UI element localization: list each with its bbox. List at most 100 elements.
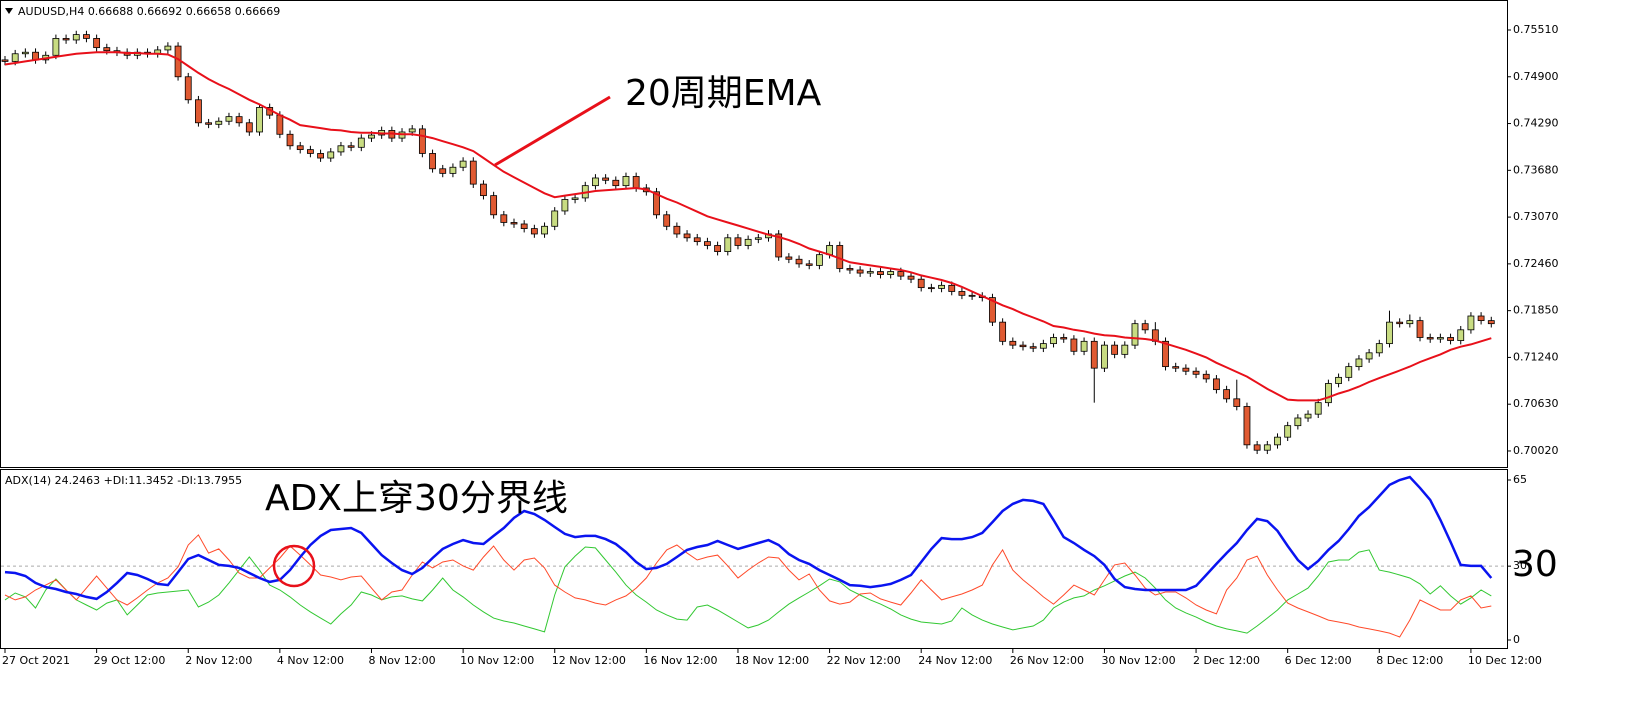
candle-body xyxy=(72,34,80,41)
candle-body xyxy=(195,99,202,124)
candle-body xyxy=(530,228,538,235)
candle-body xyxy=(754,237,762,240)
candle-body xyxy=(1457,329,1465,341)
candle-body xyxy=(1060,337,1068,340)
candles xyxy=(1,30,1495,455)
candle-body xyxy=(368,134,375,139)
candle-body xyxy=(1131,323,1139,346)
adx-annotation: ADX上穿30分界线 xyxy=(265,478,568,519)
candle-body xyxy=(1477,315,1485,322)
candle-body xyxy=(1406,320,1414,325)
ema-line xyxy=(4,51,1492,402)
candle-body xyxy=(785,256,793,260)
y-tick-label: 30 xyxy=(1513,559,1527,572)
candle-body xyxy=(1192,370,1200,375)
y-tick-label: 0.73070 xyxy=(1513,210,1559,223)
candle-body xyxy=(1039,343,1047,349)
candle-body xyxy=(1253,444,1261,451)
candle-body xyxy=(571,197,579,200)
candle-body xyxy=(856,269,864,274)
candle-body xyxy=(663,214,671,227)
candle-body xyxy=(1243,406,1251,446)
candle-body xyxy=(907,275,915,280)
x-tick-label: 27 Oct 2021 xyxy=(2,654,70,667)
candle-body xyxy=(734,237,742,246)
candle-body xyxy=(1386,321,1393,345)
candle-body xyxy=(927,287,935,290)
candle-body xyxy=(1213,378,1220,391)
candle-body xyxy=(510,222,518,225)
candle-body xyxy=(1345,366,1353,378)
candle-body xyxy=(999,321,1007,342)
candle-body xyxy=(1416,320,1424,338)
candle-body xyxy=(469,160,477,185)
candle-body xyxy=(1182,367,1190,372)
candle-body xyxy=(968,294,976,297)
candle-body xyxy=(276,114,284,135)
candle-body xyxy=(816,254,823,266)
x-tick-label: 4 Nov 12:00 xyxy=(277,654,344,667)
candle-body xyxy=(1050,337,1057,345)
candle-body xyxy=(1375,343,1383,354)
candle-body xyxy=(653,191,660,216)
candle-body xyxy=(1426,337,1434,340)
cross-circle xyxy=(272,544,316,588)
candle-body xyxy=(622,176,630,187)
ema-annotation: 20周期EMA xyxy=(625,73,822,114)
candle-body xyxy=(306,149,314,154)
candle-body xyxy=(1,59,9,62)
y-tick-label: 0.70630 xyxy=(1513,397,1559,410)
candle-body xyxy=(744,238,752,246)
candle-body xyxy=(1121,344,1129,355)
candle-body xyxy=(21,51,29,55)
candle-body xyxy=(459,160,467,168)
x-tick-label: 24 Nov 12:00 xyxy=(918,654,992,667)
candle-body xyxy=(296,145,304,151)
candle-body xyxy=(1335,376,1342,384)
candle-body xyxy=(1111,344,1119,355)
menu-triangle xyxy=(5,8,13,14)
x-tick-label: 2 Nov 12:00 xyxy=(185,654,252,667)
candle-body xyxy=(683,233,691,239)
candle-body xyxy=(1284,425,1292,438)
candle-body xyxy=(225,116,233,122)
y-tick-label: 65 xyxy=(1513,473,1527,486)
candle-body xyxy=(1233,398,1241,407)
candle-body xyxy=(1467,315,1475,331)
adx-panel-frame xyxy=(0,469,1508,649)
candle-body xyxy=(215,120,223,125)
x-tick-label: 26 Nov 12:00 xyxy=(1010,654,1084,667)
candle-body xyxy=(1080,340,1088,352)
candle-body xyxy=(632,176,640,189)
candle-body xyxy=(775,233,783,258)
candle-body xyxy=(724,237,732,252)
y-tick-label: 0 xyxy=(1513,633,1520,646)
candle-body xyxy=(520,223,528,229)
candle-body xyxy=(1436,337,1444,340)
candle-body xyxy=(846,268,854,271)
candle-body xyxy=(714,245,721,252)
price-panel-frame xyxy=(0,0,1508,468)
candle-body xyxy=(500,214,508,223)
x-tick-label: 30 Nov 12:00 xyxy=(1101,654,1175,667)
candle-body xyxy=(429,153,436,170)
candle-body xyxy=(164,45,172,51)
candle-body xyxy=(866,271,874,274)
candle-body xyxy=(184,76,192,101)
candle-body xyxy=(1487,320,1495,325)
annotation-arrow xyxy=(494,95,611,167)
candle-body xyxy=(602,177,610,181)
candle-body xyxy=(551,210,559,227)
candle-body xyxy=(1019,344,1027,348)
candle-body xyxy=(286,133,294,147)
candle-body xyxy=(1274,436,1281,446)
y-tick-label: 0.74900 xyxy=(1513,70,1559,83)
candle-body xyxy=(877,271,884,276)
candle-body xyxy=(235,116,243,124)
x-tick-label: 6 Dec 12:00 xyxy=(1285,654,1352,667)
candle-body xyxy=(327,151,335,159)
x-tick-label: 10 Nov 12:00 xyxy=(460,654,534,667)
candle-body xyxy=(805,263,813,266)
y-tick-label: 0.74290 xyxy=(1513,117,1559,130)
